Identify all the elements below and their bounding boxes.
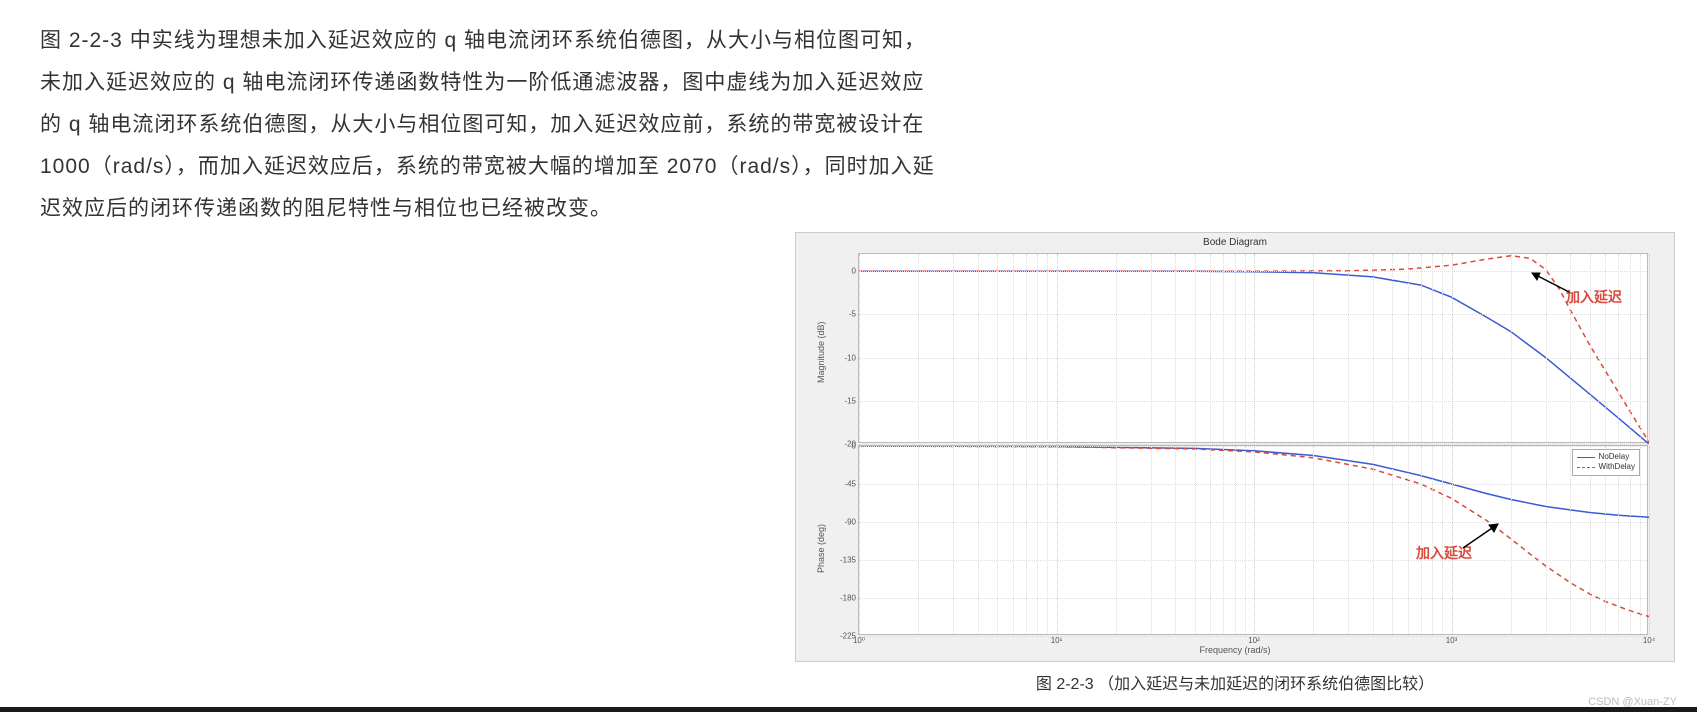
legend-item-nodelay: NoDelay xyxy=(1577,452,1635,462)
annotation-delay-mag: 加入延迟 xyxy=(1566,287,1622,307)
ylabel-magnitude: Magnitude (dB) xyxy=(816,321,826,383)
bode-chart: Bode Diagram Magnitude (dB) Phase (deg) … xyxy=(795,232,1675,662)
ytick-label: -5 xyxy=(849,310,859,319)
legend: NoDelay WithDelay xyxy=(1572,449,1640,476)
legend-line-icon xyxy=(1577,457,1595,458)
legend-label: WithDelay xyxy=(1599,462,1635,472)
xtick-label: 10⁰ xyxy=(853,634,865,645)
xtick-label: 10³ xyxy=(1446,634,1458,645)
ylabel-phase: Phase (deg) xyxy=(816,524,826,573)
legend-item-withdelay: WithDelay xyxy=(1577,462,1635,472)
phase-panel: 0-45-90-135-180-22510⁰10¹10²10³10⁴ xyxy=(858,445,1648,635)
xtick-label: 10⁴ xyxy=(1643,634,1655,645)
xlabel: Frequency (rad/s) xyxy=(796,645,1674,655)
chart-title: Bode Diagram xyxy=(796,233,1674,250)
ytick-label: 0 xyxy=(852,267,859,276)
ytick-label: -90 xyxy=(844,518,859,527)
legend-line-icon xyxy=(1577,467,1595,468)
ytick-label: -135 xyxy=(840,556,859,565)
arrow-icon xyxy=(1524,267,1574,297)
bottom-bar xyxy=(0,707,1697,712)
paragraph-text: 图 2-2-3 中实线为理想未加入延迟效应的 q 轴电流闭环系统伯德图，从大小与… xyxy=(40,20,940,230)
figure-caption: 图 2-2-3 （加入延迟与未加延迟的闭环系统伯德图比较） xyxy=(795,670,1675,694)
ytick-label: -180 xyxy=(840,594,859,603)
ytick-label: -10 xyxy=(844,353,859,362)
arrow-icon xyxy=(1458,518,1508,553)
xtick-label: 10¹ xyxy=(1051,634,1063,645)
legend-label: NoDelay xyxy=(1599,452,1630,462)
xtick-label: 10² xyxy=(1248,634,1260,645)
ytick-label: 0 xyxy=(852,442,859,451)
ytick-label: -15 xyxy=(844,396,859,405)
ytick-label: -45 xyxy=(844,480,859,489)
